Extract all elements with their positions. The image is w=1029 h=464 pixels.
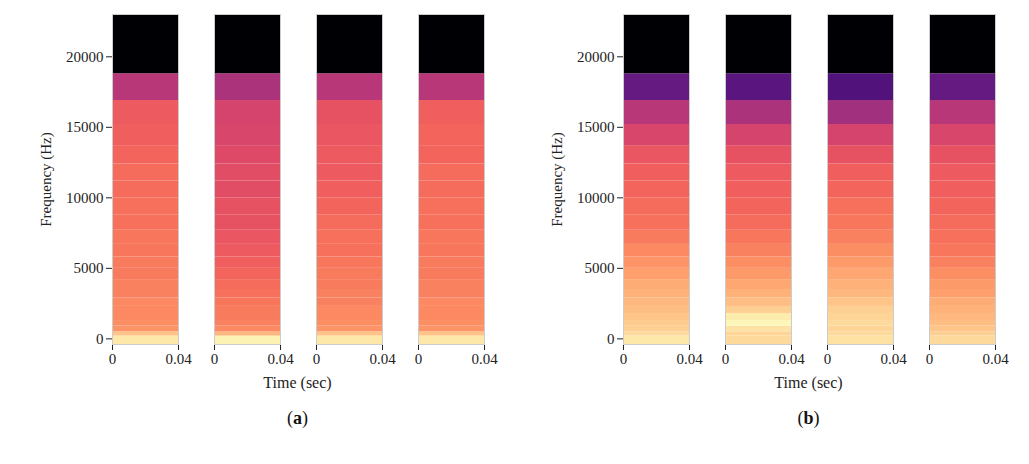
svg-text:5000: 5000	[584, 260, 614, 276]
svg-text:0: 0	[607, 331, 615, 347]
svg-text:10000: 10000	[66, 190, 104, 206]
svg-text:0: 0	[823, 351, 831, 367]
svg-text:0.04: 0.04	[369, 351, 396, 367]
svg-text:0: 0	[96, 331, 104, 347]
svg-text:0: 0	[210, 351, 218, 367]
svg-text:0.04: 0.04	[880, 351, 907, 367]
html-text:(a): (a)	[287, 408, 308, 428]
svg-text:5000: 5000	[73, 260, 103, 276]
svg-text:0.04: 0.04	[471, 351, 498, 367]
svg-text:20000: 20000	[66, 49, 104, 65]
svg-text:0.04: 0.04	[778, 351, 805, 367]
svg-text:20000: 20000	[577, 49, 615, 65]
svg-text:Frequency (Hz): Frequency (Hz)	[38, 132, 55, 227]
svg-text:0: 0	[925, 351, 933, 367]
svg-text:15000: 15000	[577, 119, 615, 135]
html-text:Time (sec): Time (sec)	[774, 374, 843, 391]
svg-text:0.04: 0.04	[676, 351, 703, 367]
svg-text:Frequency (Hz): Frequency (Hz)	[549, 132, 566, 227]
html-text:(b): (b)	[797, 408, 820, 428]
svg-text:0: 0	[108, 351, 116, 367]
svg-text:15000: 15000	[66, 119, 104, 135]
svg-text:0: 0	[721, 351, 729, 367]
svg-text:0.04: 0.04	[982, 351, 1009, 367]
html-text:Time (sec): Time (sec)	[263, 374, 332, 391]
svg-text:0.04: 0.04	[267, 351, 294, 367]
svg-text:10000: 10000	[577, 190, 615, 206]
svg-text:0.04: 0.04	[165, 351, 192, 367]
svg-text:0: 0	[312, 351, 320, 367]
svg-text:0: 0	[619, 351, 627, 367]
svg-text:0: 0	[414, 351, 422, 367]
